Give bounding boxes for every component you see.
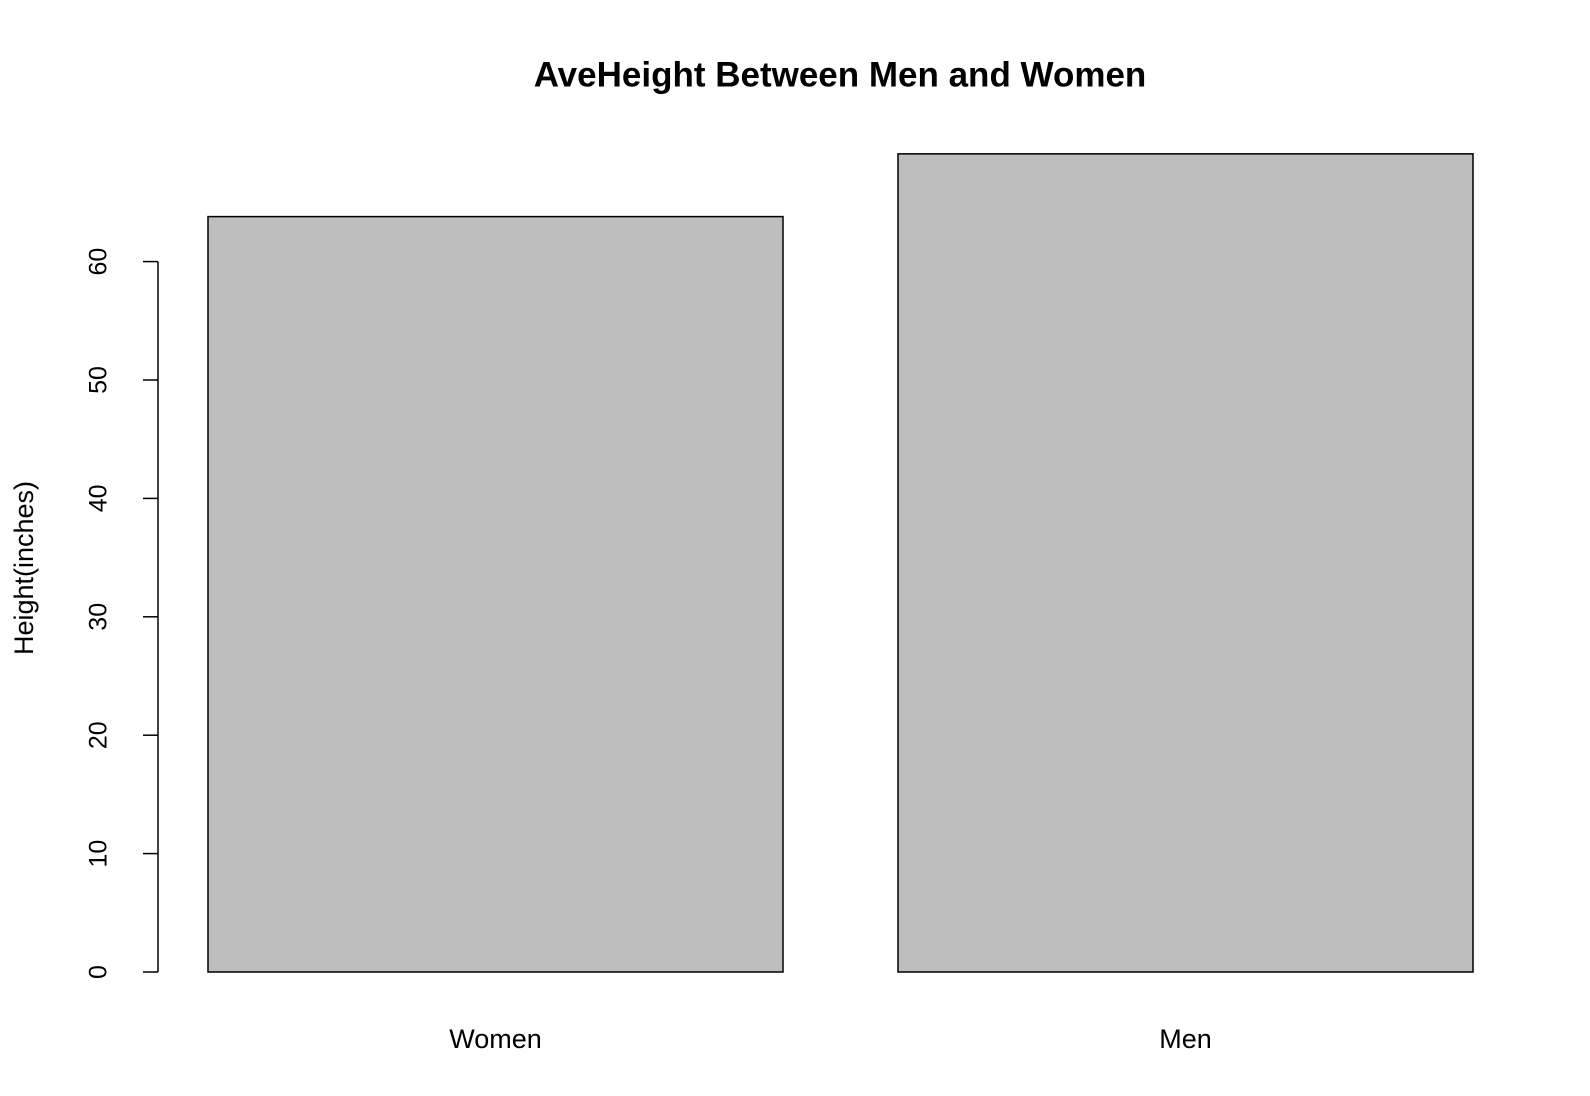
y-axis-label: Height(inches) — [9, 481, 39, 655]
y-tick-label: 30 — [85, 603, 113, 631]
chart-title: AveHeight Between Men and Women — [534, 55, 1147, 94]
y-tick-label: 50 — [85, 366, 113, 394]
y-tick-label: 10 — [85, 840, 113, 868]
y-tick-label: 40 — [85, 484, 113, 512]
y-tick-label: 0 — [85, 965, 113, 979]
x-tick-label: Women — [449, 1024, 542, 1054]
bar — [207, 215, 784, 973]
y-tick-label: 60 — [85, 248, 113, 276]
y-tick-label: 20 — [85, 721, 113, 749]
bar — [897, 153, 1474, 973]
x-tick-label: Men — [1159, 1024, 1212, 1054]
